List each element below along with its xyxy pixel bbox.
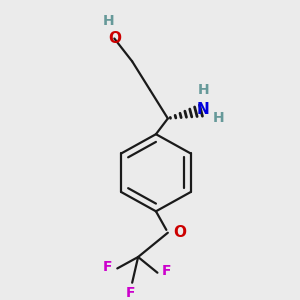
Text: F: F xyxy=(103,260,112,274)
Text: O: O xyxy=(108,31,121,46)
Text: H: H xyxy=(212,112,224,125)
Text: H: H xyxy=(103,14,114,28)
Text: N: N xyxy=(197,102,210,117)
Text: F: F xyxy=(126,286,135,300)
Text: O: O xyxy=(173,225,186,240)
Text: F: F xyxy=(162,264,172,278)
Text: H: H xyxy=(198,83,209,97)
